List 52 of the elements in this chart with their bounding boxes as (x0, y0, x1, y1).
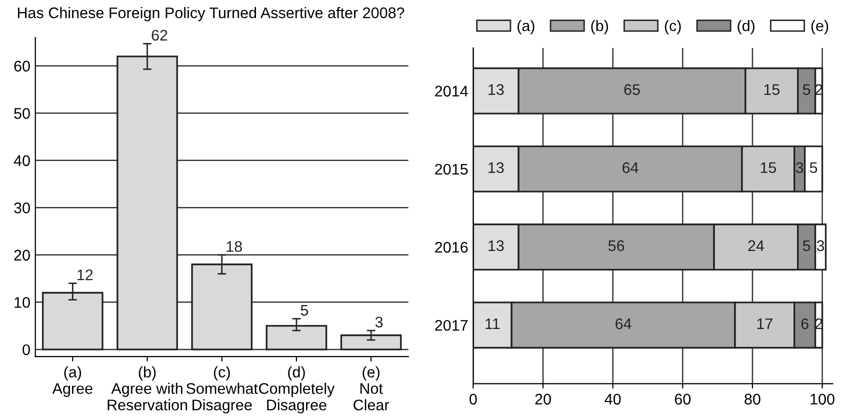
data-label: 5 (810, 162, 818, 174)
data-label: 64 (622, 162, 638, 174)
data-label: 3 (796, 162, 804, 174)
data-label: 6 (801, 318, 808, 330)
y-tick-label: 2017 (435, 320, 468, 331)
x-tick-label: 20 (535, 394, 551, 405)
x-tick-label: 80 (744, 394, 760, 405)
legend-label: (b) (591, 20, 608, 34)
x-tick-label: 60 (674, 394, 691, 405)
y-tick-label: 60 (14, 60, 30, 72)
data-label: 17 (757, 318, 772, 330)
data-label: 56 (608, 240, 624, 252)
y-tick-label: 2016 (435, 242, 468, 253)
data-label: 13 (488, 240, 504, 252)
x-tick-label: (d) Completely Disagree (259, 366, 335, 414)
y-tick-label: 10 (14, 297, 30, 308)
data-label: 3 (375, 316, 383, 328)
data-label: 3 (816, 240, 824, 252)
y-tick-label: 40 (14, 155, 30, 166)
legend-label: (c) (664, 20, 681, 34)
legend-label: (e) (811, 20, 828, 34)
chart-title: Has Chinese Foreign Policy Turned Assertive after 2008? (18, 7, 404, 22)
y-tick-label: 20 (14, 250, 30, 261)
legend-label: (a) (518, 20, 534, 34)
data-label: 13 (488, 84, 504, 95)
data-label: 18 (226, 241, 242, 252)
data-label: 12 (78, 269, 93, 280)
x-tick-label: (b) Agree with Reservation (108, 366, 188, 410)
data-label: 5 (300, 305, 308, 316)
bar (340, 334, 402, 350)
x-tick-label: 0 (470, 394, 477, 405)
y-tick-label: 2014 (435, 86, 468, 97)
data-label: 62 (152, 30, 168, 41)
x-tick-label: 100 (810, 394, 834, 405)
data-label: 15 (760, 162, 776, 174)
data-label: 24 (748, 240, 764, 251)
data-label: 5 (802, 240, 810, 252)
y-tick-label: 30 (14, 202, 30, 214)
data-label: 11 (486, 318, 500, 330)
x-tick-label: (c) Somewhat Disagree (186, 366, 258, 414)
data-label: 13 (488, 162, 504, 174)
x-tick-label: (a) Agree (52, 366, 92, 397)
x-tick-label: 40 (604, 394, 621, 405)
data-label: 5 (802, 84, 810, 95)
y-tick-label: 2015 (435, 164, 468, 175)
y-tick-label: 50 (14, 108, 30, 119)
y-tick-label: 0 (22, 344, 30, 356)
data-label: 64 (616, 318, 632, 330)
x-tick-label: (e) Not Clear (354, 366, 390, 410)
data-label: 15 (764, 84, 780, 95)
data-label: 65 (624, 84, 640, 95)
legend-label: (d) (738, 20, 754, 34)
